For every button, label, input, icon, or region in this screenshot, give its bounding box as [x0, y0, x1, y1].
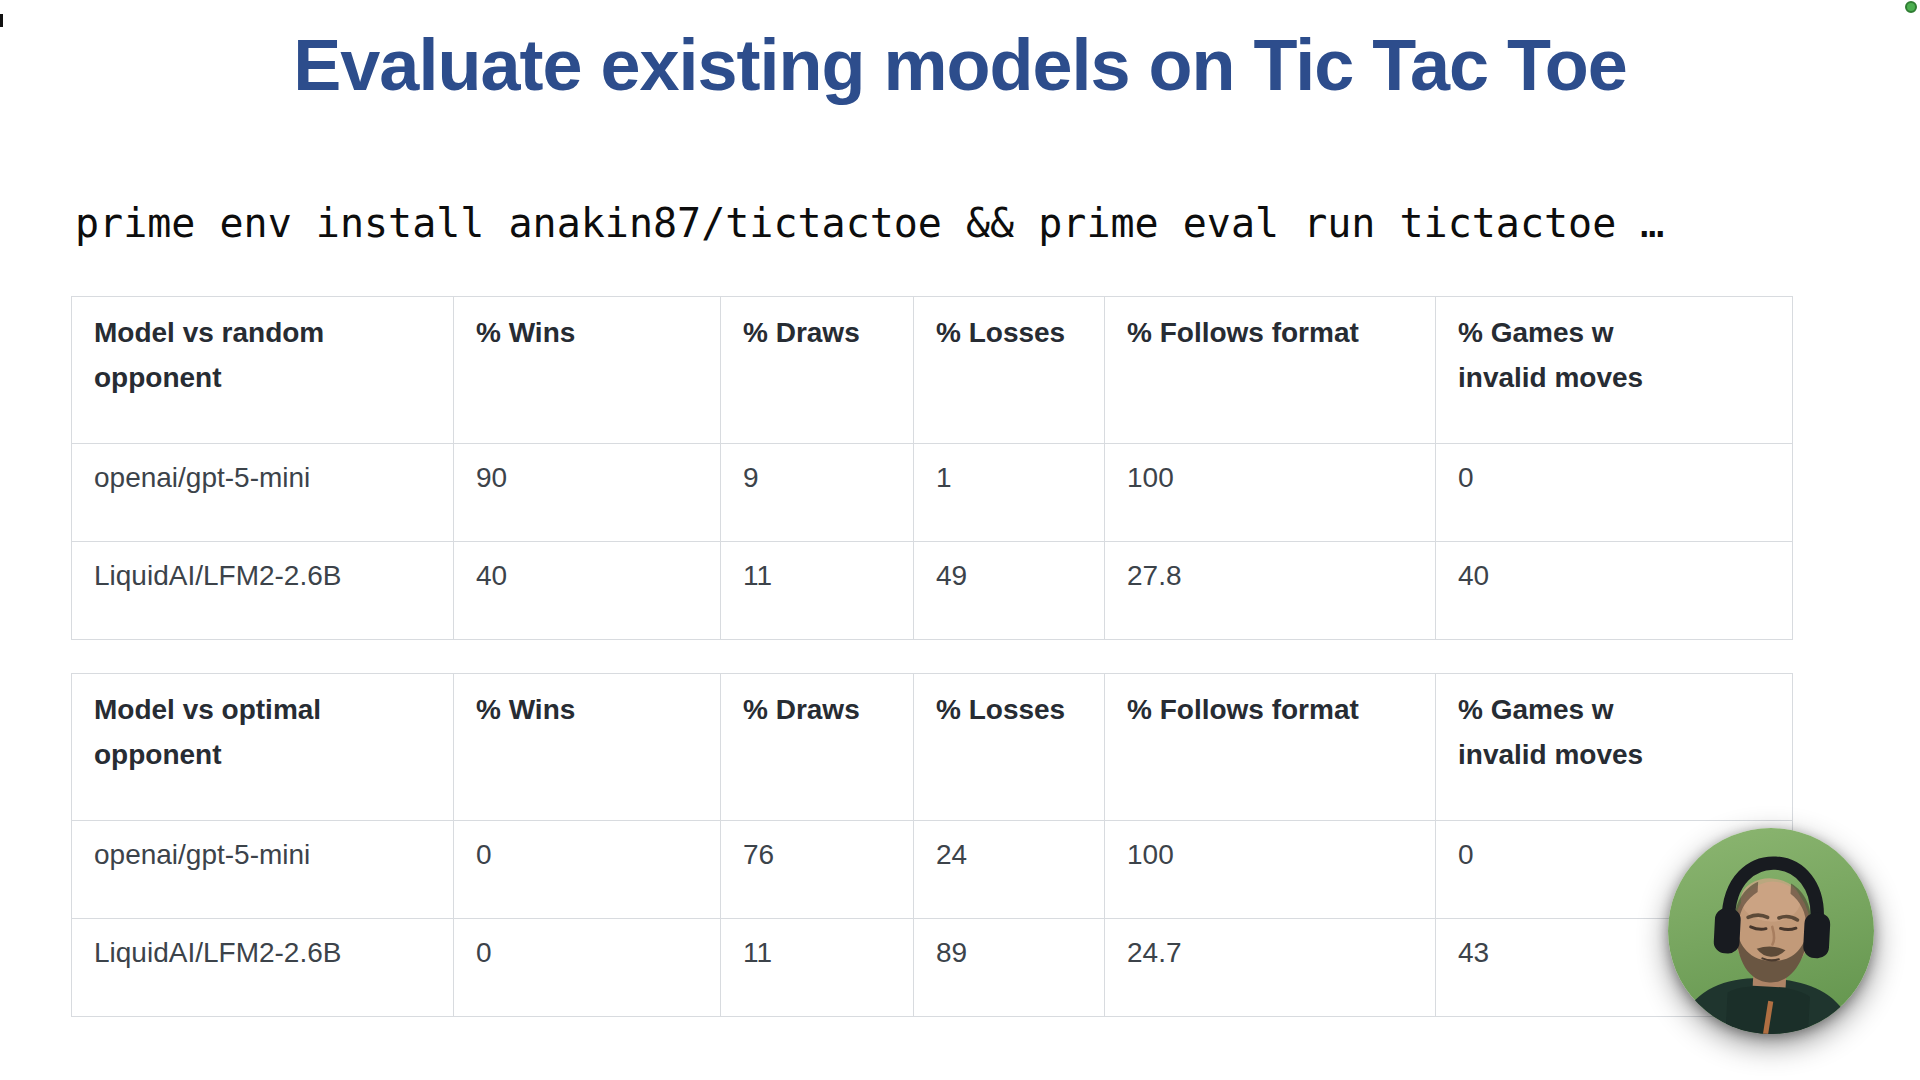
page-title: Evaluate existing models on Tic Tac Toe [0, 24, 1920, 107]
table-header-row: Model vs random opponent % Wins % Draws … [72, 297, 1793, 444]
value-cell: 1 [914, 444, 1105, 542]
value-cell: 76 [721, 821, 914, 919]
presenter-webcam-image [1668, 828, 1874, 1034]
command-line: prime env install anakin87/tictactoe && … [75, 200, 1664, 246]
value-cell: 0 [1436, 444, 1793, 542]
model-name-cell: openai/gpt-5-mini [72, 444, 454, 542]
column-header: % Follows format [1105, 297, 1436, 444]
model-name-cell: LiquidAI/LFM2-2.6B [72, 919, 454, 1017]
value-cell: 49 [914, 542, 1105, 640]
table-row: LiquidAI/LFM2-2.6B 0 11 89 24.7 43 [72, 919, 1793, 1017]
table-row: openai/gpt-5-mini 90 9 1 100 0 [72, 444, 1793, 542]
value-cell: 9 [721, 444, 914, 542]
value-cell: 100 [1105, 821, 1436, 919]
column-header: % Losses [914, 674, 1105, 821]
value-cell: 11 [721, 919, 914, 1017]
column-header: % Wins [454, 297, 721, 444]
column-header: % Draws [721, 297, 914, 444]
column-header: Model vs random opponent [72, 297, 454, 444]
value-cell: 27.8 [1105, 542, 1436, 640]
value-cell: 24.7 [1105, 919, 1436, 1017]
table-vs-random-opponent: Model vs random opponent % Wins % Draws … [71, 296, 1792, 640]
column-header: % Games w invalid moves [1436, 297, 1793, 444]
table-row: LiquidAI/LFM2-2.6B 40 11 49 27.8 40 [72, 542, 1793, 640]
value-cell: 11 [721, 542, 914, 640]
value-cell: 40 [454, 542, 721, 640]
recording-indicator-icon [1905, 1, 1917, 13]
value-cell: 89 [914, 919, 1105, 1017]
column-header: Model vs optimal opponent [72, 674, 454, 821]
table-vs-optimal-opponent: Model vs optimal opponent % Wins % Draws… [71, 673, 1792, 1017]
value-cell: 24 [914, 821, 1105, 919]
value-cell: 100 [1105, 444, 1436, 542]
value-cell: 0 [454, 919, 721, 1017]
column-header: % Games w invalid moves [1436, 674, 1793, 821]
column-header: % Losses [914, 297, 1105, 444]
column-header: % Draws [721, 674, 914, 821]
screen-edge-artifact [0, 14, 3, 27]
model-name-cell: LiquidAI/LFM2-2.6B [72, 542, 454, 640]
value-cell: 90 [454, 444, 721, 542]
column-header: % Follows format [1105, 674, 1436, 821]
webcam-overlay[interactable] [1668, 828, 1874, 1034]
value-cell: 0 [454, 821, 721, 919]
slide: { "page": { "title": "Evaluate existing … [0, 0, 1920, 1080]
table-header-row: Model vs optimal opponent % Wins % Draws… [72, 674, 1793, 821]
table-row: openai/gpt-5-mini 0 76 24 100 0 [72, 821, 1793, 919]
column-header: % Wins [454, 674, 721, 821]
model-name-cell: openai/gpt-5-mini [72, 821, 454, 919]
value-cell: 40 [1436, 542, 1793, 640]
